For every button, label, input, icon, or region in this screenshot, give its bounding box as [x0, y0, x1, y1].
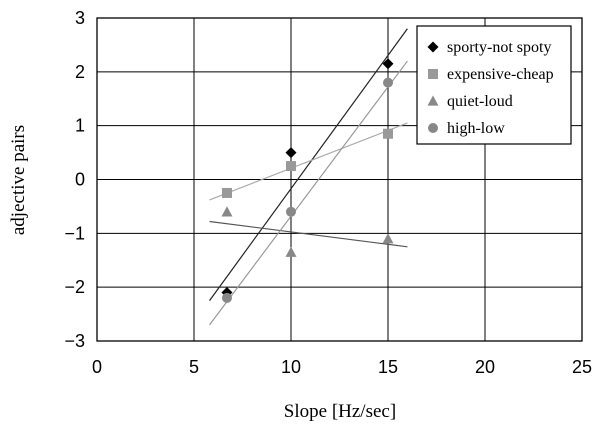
legend-box — [416, 25, 572, 145]
x-tick-label: 10 — [281, 357, 301, 377]
data-point — [285, 147, 297, 159]
y-axis-title: adjective pairs — [8, 125, 29, 235]
data-point — [286, 161, 296, 172]
trendline — [209, 122, 408, 201]
y-tick-label: 2 — [75, 62, 85, 82]
data-point — [383, 128, 393, 139]
data-point — [286, 206, 296, 217]
legend-marker — [428, 69, 438, 79]
y-tick-label: −2 — [64, 277, 85, 297]
trendline — [209, 60, 408, 326]
trendline — [209, 220, 408, 248]
x-axis-title: Slope [Hz/sec] — [284, 401, 396, 422]
data-markers — [221, 58, 394, 303]
legend-marker — [428, 123, 438, 133]
plot-frame — [96, 17, 583, 342]
y-tick-label: 0 — [75, 170, 85, 190]
data-point — [383, 77, 393, 88]
data-point — [285, 246, 297, 257]
data-point — [221, 187, 232, 198]
y-tick-label: −3 — [64, 331, 85, 351]
y-tick-label: 1 — [75, 116, 85, 136]
x-tick-label: 15 — [378, 357, 398, 377]
data-point — [221, 292, 232, 303]
legend-marker — [427, 95, 439, 106]
trendlines — [209, 28, 408, 326]
x-tick-label: 0 — [92, 357, 102, 377]
x-tick-label: 20 — [475, 357, 495, 377]
legend: sporty-not spoty expensive-cheap quiet-lou… — [416, 25, 572, 145]
x-tick-label: 25 — [572, 357, 592, 377]
legend-label: quiet-loud — [447, 93, 513, 110]
data-point — [221, 206, 233, 217]
x-tick-labels: 0 5 10 15 20 25 — [92, 357, 592, 377]
x-tick-label: 5 — [189, 357, 199, 377]
y-tick-label: 3 — [75, 8, 85, 28]
y-tick-label: −1 — [64, 223, 85, 243]
trendline — [209, 28, 408, 301]
legend-label: expensive-cheap — [447, 66, 554, 83]
data-point — [382, 233, 394, 244]
legend-marker — [427, 41, 439, 53]
legend-label: high-low — [447, 120, 505, 137]
y-tick-labels: −3 −2 −1 0 1 2 3 — [64, 8, 85, 351]
legend-label: sporty-not spoty — [447, 39, 551, 56]
data-point — [382, 58, 394, 70]
